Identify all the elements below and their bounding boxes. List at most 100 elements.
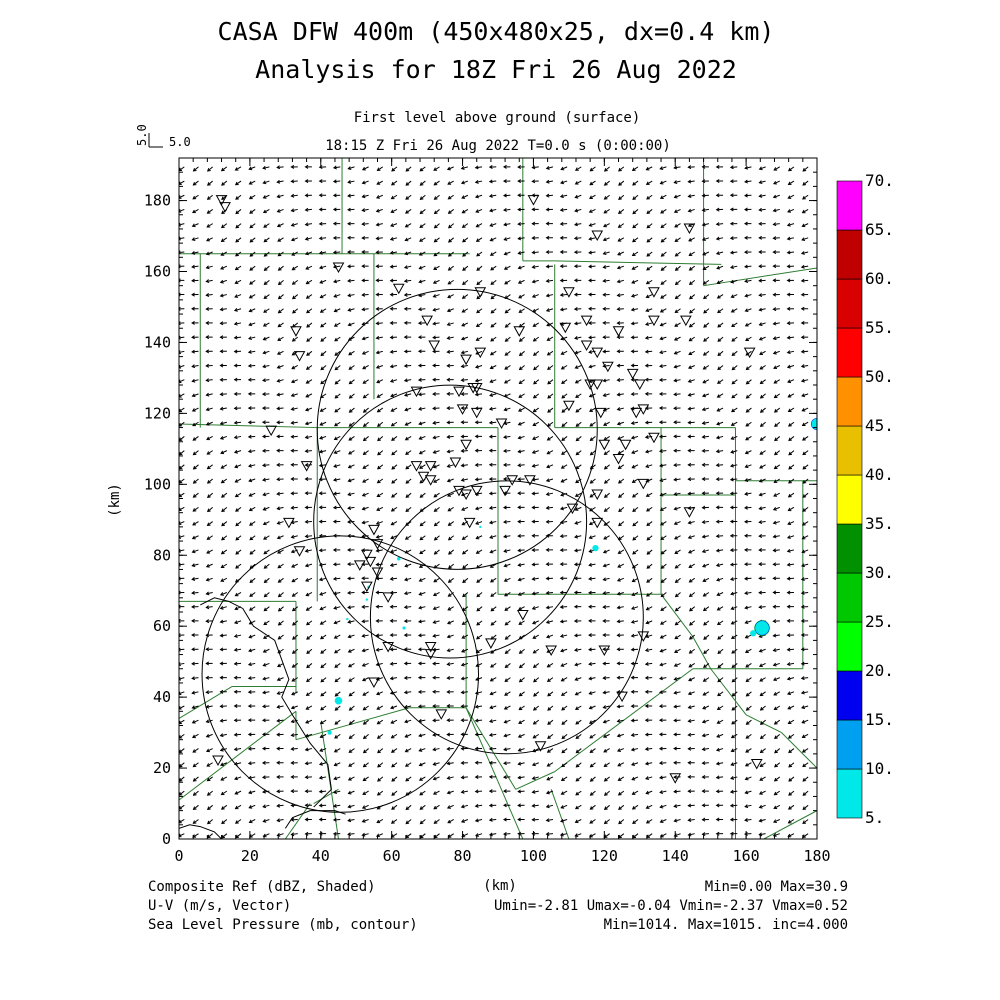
- wind-vector: [262, 648, 270, 653]
- wind-vector: [362, 436, 369, 442]
- wind-vector: [533, 691, 540, 697]
- station-marker: [410, 386, 423, 398]
- wind-vector: [786, 306, 794, 311]
- wind-vector: [219, 349, 227, 354]
- wind-vector: [347, 547, 355, 552]
- wind-vector: [644, 761, 653, 766]
- wind-vector: [488, 817, 497, 822]
- wind-vector: [744, 165, 752, 170]
- wind-vector: [744, 235, 752, 240]
- wind-vector: [219, 377, 227, 382]
- wind-vector: [560, 350, 568, 355]
- wind-vector: [531, 450, 539, 454]
- wind-vector: [602, 393, 610, 397]
- wind-vector: [532, 350, 540, 356]
- wind-vector: [703, 308, 710, 314]
- wind-vector: [376, 166, 384, 171]
- colorbar-swatch: [836, 474, 863, 525]
- wind-vector: [220, 804, 228, 810]
- wind-vector: [559, 562, 568, 567]
- wind-vector: [559, 208, 568, 212]
- wind-vector: [689, 606, 696, 612]
- station-marker: [293, 546, 306, 557]
- wind-vector: [673, 477, 681, 482]
- wind-vector: [758, 278, 766, 283]
- wind-vector: [219, 435, 228, 440]
- wind-vector: [205, 421, 213, 426]
- wind-vector: [205, 719, 213, 724]
- station-marker: [513, 326, 526, 337]
- wind-vector: [618, 833, 625, 839]
- wind-vector: [417, 392, 426, 397]
- wind-vector: [603, 223, 610, 228]
- wind-vector: [503, 563, 511, 568]
- wind-vector: [702, 592, 710, 597]
- wind-vector: [305, 294, 313, 299]
- wind-vector: [404, 748, 412, 753]
- wind-vector: [630, 421, 639, 425]
- wind-vector: [717, 336, 724, 342]
- wind-vector: [772, 194, 780, 199]
- wind-vector: [362, 776, 369, 782]
- wind-vector: [489, 365, 497, 370]
- wind-vector: [504, 279, 511, 285]
- wind-vector: [701, 193, 709, 198]
- wind-vector: [221, 521, 228, 527]
- wind-vector: [404, 223, 412, 228]
- wind-vector: [787, 194, 795, 199]
- wind-vector: [702, 677, 710, 682]
- wind-vector: [405, 506, 412, 512]
- wind-vector: [220, 563, 228, 569]
- wind-vector: [688, 549, 695, 554]
- wind-vector: [646, 521, 653, 527]
- wind-vector: [531, 491, 539, 496]
- wind-vector: [291, 606, 299, 612]
- wind-vector: [589, 819, 596, 824]
- wind-vector: [545, 804, 554, 809]
- county-line: [179, 686, 233, 719]
- wind-vector: [488, 774, 497, 779]
- wind-vector: [192, 833, 199, 838]
- wind-vector: [417, 675, 426, 680]
- wind-vector: [547, 365, 554, 370]
- wind-vector: [687, 691, 695, 696]
- wind-vector: [616, 675, 624, 680]
- wind-vector: [219, 592, 228, 596]
- wind-vector: [179, 492, 185, 498]
- wind-vector: [559, 832, 568, 837]
- wind-vector: [744, 776, 752, 781]
- wind-vector: [744, 450, 752, 455]
- wind-vector: [773, 180, 780, 185]
- wind-vector: [348, 393, 355, 399]
- wind-vector: [560, 180, 568, 185]
- wind-vector: [729, 831, 738, 836]
- wind-vector: [262, 477, 270, 482]
- wind-vector: [318, 491, 327, 496]
- wind-vector: [447, 606, 454, 611]
- wind-vector: [532, 719, 540, 725]
- wind-vector: [404, 535, 412, 540]
- wind-vector: [391, 492, 398, 498]
- wind-vector: [632, 506, 639, 512]
- wind-vector: [179, 407, 185, 413]
- wind-vector: [192, 819, 199, 824]
- wind-vector: [688, 237, 695, 242]
- wind-vector: [759, 719, 766, 725]
- wind-vector: [589, 790, 596, 796]
- wind-vector: [503, 534, 511, 539]
- wind-vector: [602, 349, 610, 354]
- wind-vector: [390, 819, 398, 824]
- wind-vector: [433, 166, 440, 171]
- wind-vector: [618, 506, 625, 513]
- wind-vector: [503, 549, 511, 553]
- wind-vector: [616, 633, 624, 638]
- wind-vector: [446, 434, 454, 439]
- wind-vector: [532, 336, 540, 342]
- wind-vector: [618, 804, 625, 810]
- wind-vector: [545, 264, 553, 269]
- station-marker: [633, 379, 646, 391]
- wind-vector: [191, 661, 199, 666]
- wind-vector: [489, 251, 497, 256]
- wind-vector: [786, 236, 795, 241]
- wind-vector: [192, 733, 199, 739]
